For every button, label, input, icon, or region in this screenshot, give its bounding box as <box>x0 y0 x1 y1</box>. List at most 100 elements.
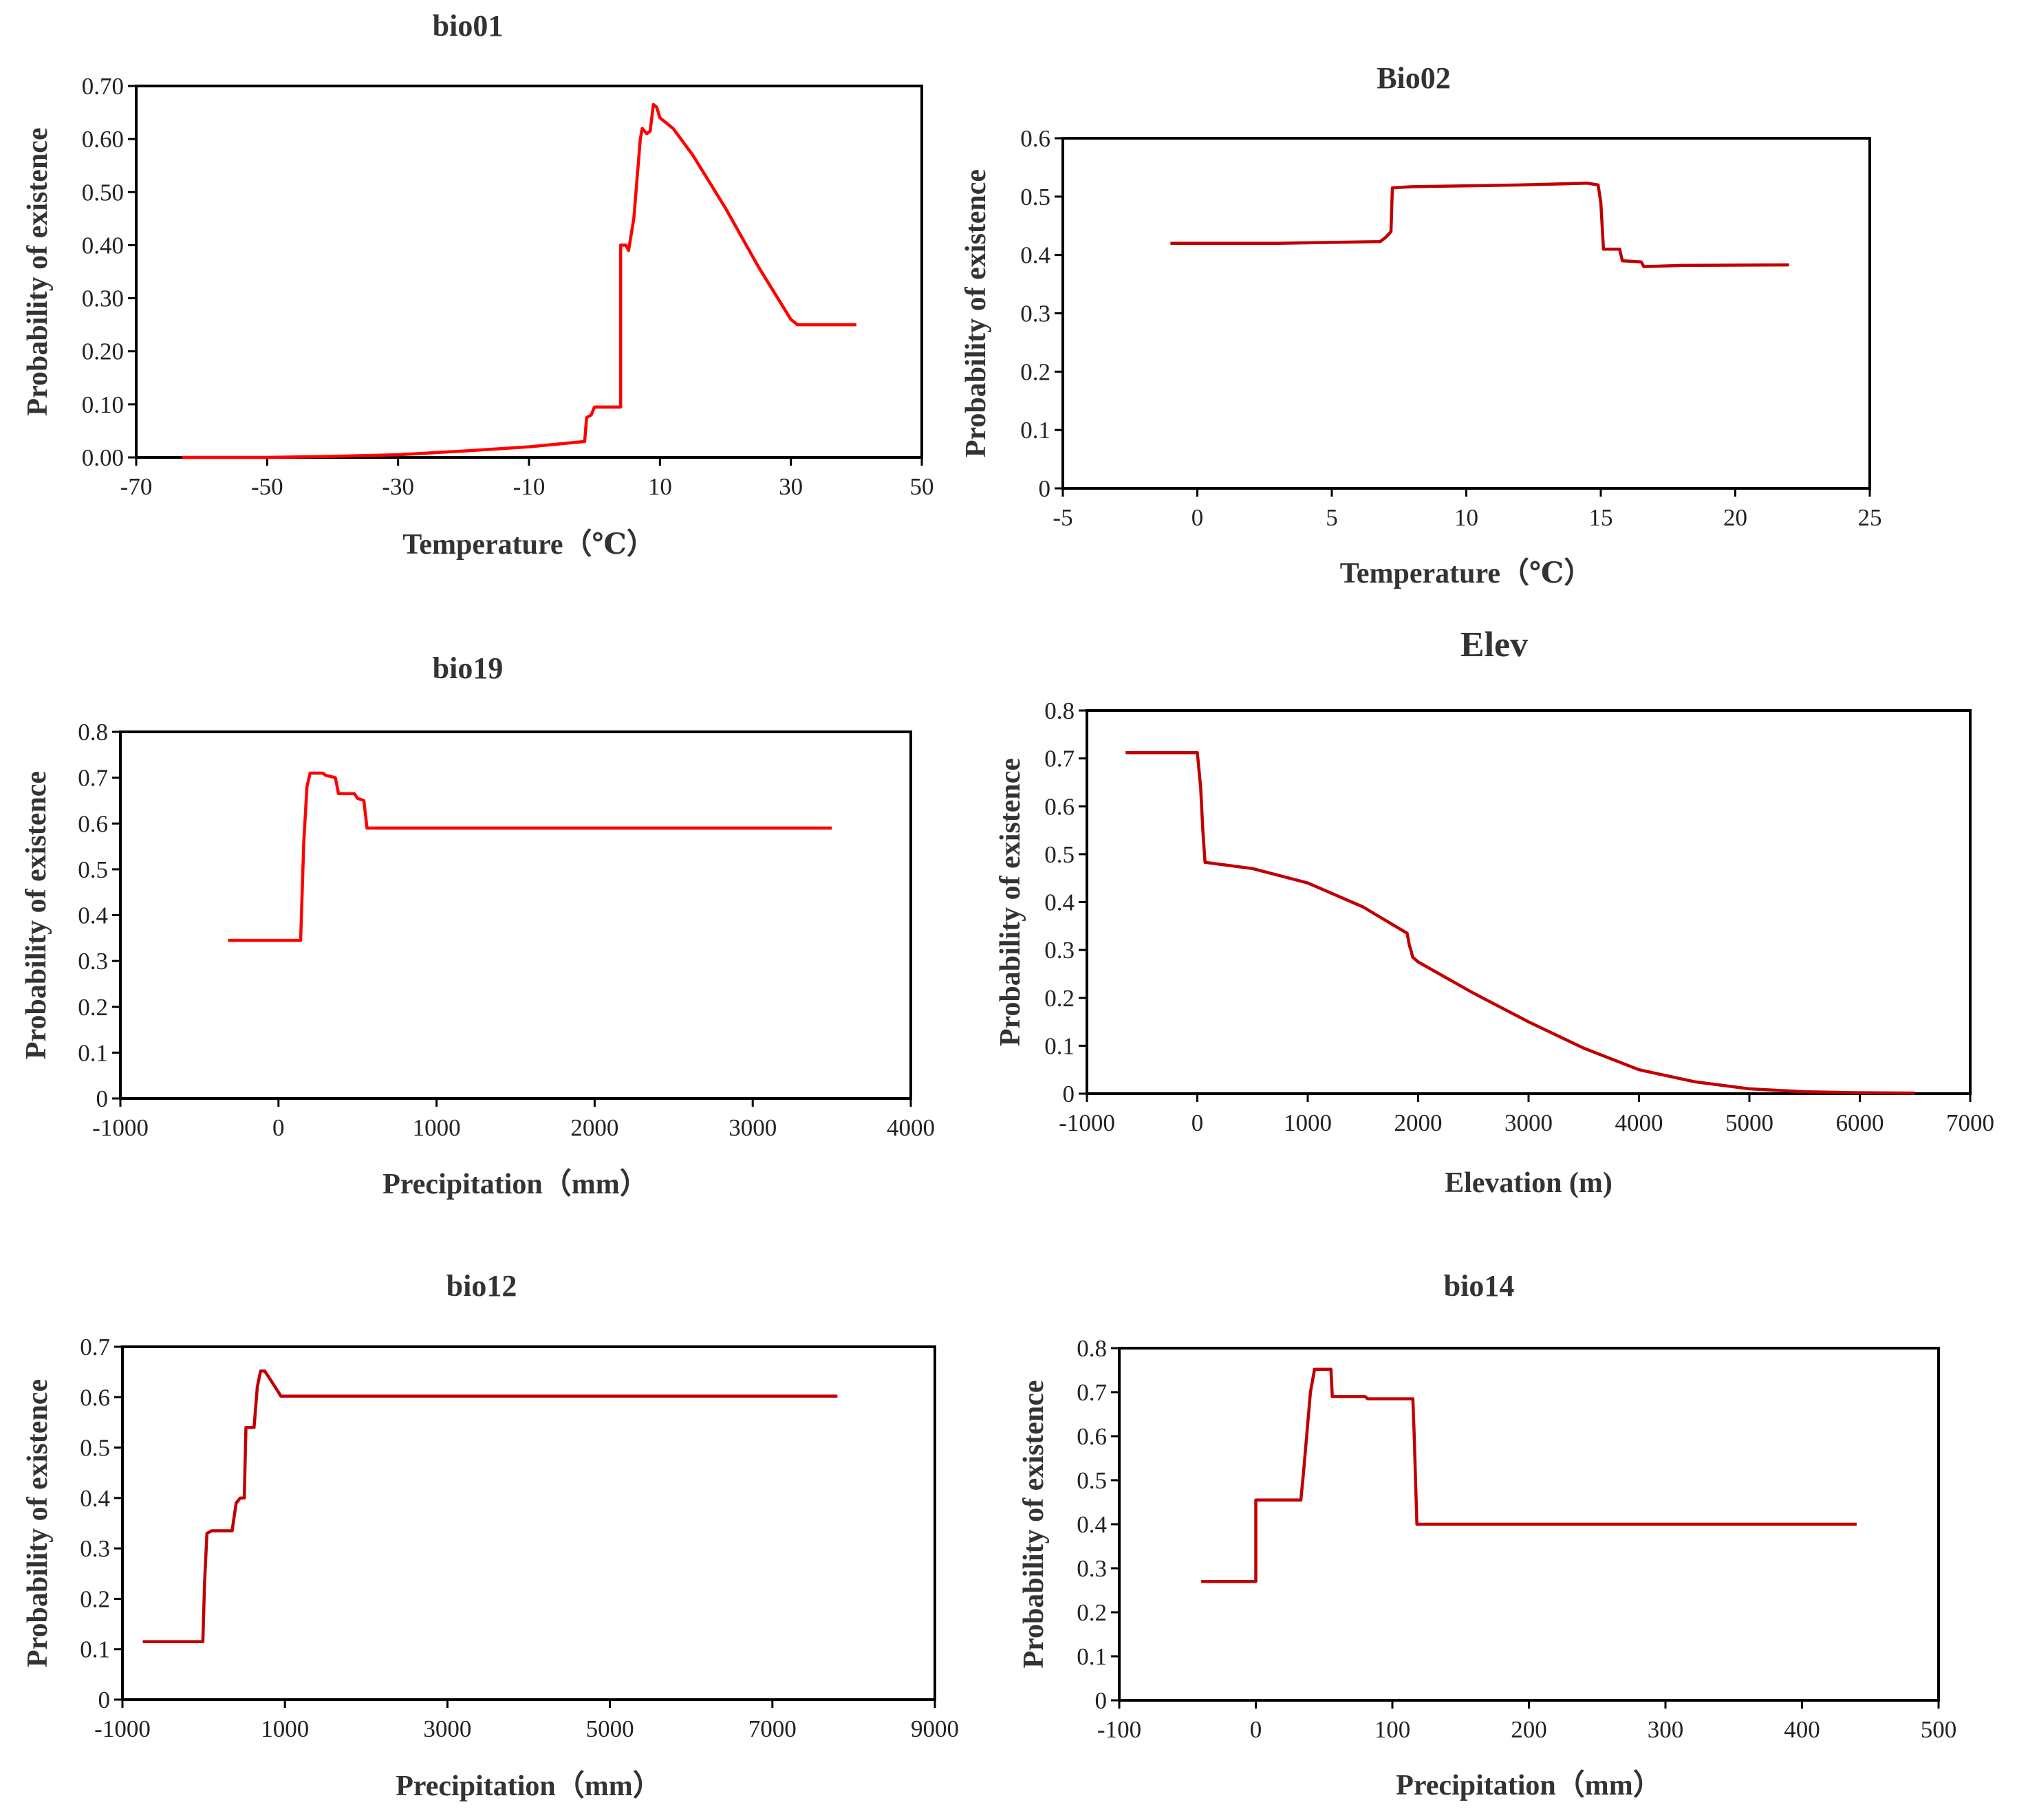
x-tick-label: 6000 <box>1836 1109 1884 1136</box>
y-tick-label: 0.4 <box>80 1485 110 1512</box>
plot-frame <box>135 85 923 459</box>
x-tick-label: 400 <box>1784 1716 1820 1743</box>
x-tick-label: 1000 <box>261 1715 309 1742</box>
y-tick-label: 0.60 <box>82 126 124 153</box>
y-tick-label: 0.4 <box>1020 242 1050 269</box>
y-tick-label: 0.8 <box>1044 697 1075 724</box>
x-tick-label: 7000 <box>1946 1109 1994 1136</box>
x-tick-label: 0 <box>1191 1109 1204 1136</box>
y-tick-label: 0.7 <box>1077 1379 1107 1406</box>
x-tick-label: 200 <box>1511 1716 1547 1743</box>
response-curve-bio01 <box>182 102 856 459</box>
x-tick-label: -1000 <box>1059 1109 1115 1136</box>
y-tick-label: 0.7 <box>1044 746 1075 772</box>
y-tick-label: 0.2 <box>1044 985 1075 1012</box>
y-tick-label: 0.6 <box>1077 1423 1107 1450</box>
y-tick-label: 0.3 <box>1044 937 1075 964</box>
panel-bio12: bio12 0 0.1 0.2 0.3 0.4 0.5 0.6 0.7 -1000 1000 3000… <box>22 1269 959 1802</box>
y-tick-label: 0 <box>1095 1687 1108 1714</box>
x-tick-label: 4000 <box>887 1114 935 1141</box>
x-tick-label: -100 <box>1097 1716 1141 1743</box>
x-axis-label: Precipitation（mm） <box>1396 1769 1662 1801</box>
x-axis-label: Temperature（℃） <box>1340 557 1593 589</box>
x-tick-label: 10 <box>1454 504 1478 531</box>
y-tick-label: 0.5 <box>1020 184 1050 210</box>
x-tick-label: 50 <box>910 473 934 500</box>
y-tick-label: 0.2 <box>1020 358 1050 385</box>
y-tick-label: 0 <box>98 1687 111 1713</box>
x-axis-label: Precipitation（mm） <box>382 1168 649 1200</box>
x-axis-label: Precipitation（mm） <box>396 1770 662 1802</box>
y-tick-label: 0.2 <box>78 994 108 1021</box>
y-tick-label: 0.40 <box>82 232 124 259</box>
response-curve-elev <box>1125 751 1915 1095</box>
y-tick-label: 0.6 <box>1020 125 1050 152</box>
y-tick-label: 0.8 <box>78 719 108 746</box>
chart-title: Elev <box>1460 625 1528 664</box>
y-tick-label: 0.7 <box>80 1334 110 1361</box>
y-tick-label: 0.4 <box>1077 1511 1107 1538</box>
y-tick-label: 0.5 <box>1044 841 1075 868</box>
y-tick-label: 0 <box>96 1085 109 1112</box>
chart-title: Bio02 <box>1377 61 1451 95</box>
y-tick-label: 0.8 <box>1077 1335 1107 1362</box>
x-tick-label: 20 <box>1723 504 1747 531</box>
x-tick-label: 3000 <box>1504 1109 1553 1136</box>
x-tick-label: -50 <box>251 473 283 500</box>
y-axis-label: Probability of existence <box>960 169 992 457</box>
y-axis-label: Probability of existence <box>995 758 1026 1046</box>
x-tick-label: -70 <box>120 473 153 500</box>
x-tick-label: 9000 <box>911 1715 959 1742</box>
y-tick-label: 0.3 <box>1077 1555 1107 1582</box>
y-axis-label: Probability of existence <box>1018 1380 1050 1668</box>
x-tick-label: 5000 <box>1725 1109 1773 1136</box>
y-tick-label: 0.7 <box>78 765 108 792</box>
y-tick-label: 0.4 <box>78 902 108 929</box>
y-tick-label: 0.30 <box>82 285 124 312</box>
y-axis-label: Probability of existence <box>22 127 54 415</box>
y-tick-label: 0.3 <box>80 1535 110 1562</box>
x-tick-label: -1000 <box>92 1114 149 1141</box>
y-tick-label: 0.1 <box>1044 1032 1075 1059</box>
x-axis-label: Elevation (m) <box>1445 1167 1612 1199</box>
y-tick-label: 0.1 <box>80 1636 110 1663</box>
response-curve-bio02 <box>1170 182 1789 268</box>
y-tick-label: 0.1 <box>1077 1643 1107 1670</box>
y-tick-label: 0.6 <box>1044 793 1075 820</box>
x-tick-label: 4000 <box>1615 1109 1663 1136</box>
y-tick-label: 0.5 <box>1077 1467 1107 1494</box>
y-tick-label: 0.2 <box>1077 1599 1107 1626</box>
y-tick-label: 0.6 <box>78 810 108 837</box>
x-tick-label: 7000 <box>748 1715 797 1742</box>
y-tick-label: 0.70 <box>82 73 124 100</box>
x-tick-label: 5 <box>1326 504 1338 531</box>
x-tick-label: -5 <box>1053 504 1072 531</box>
plot-frame <box>1061 137 1871 490</box>
x-tick-label: -30 <box>382 473 414 500</box>
x-tick-label: 2000 <box>570 1114 618 1141</box>
chart-title: bio14 <box>1444 1269 1515 1303</box>
y-axis-label: Probability of existence <box>21 771 52 1059</box>
x-tick-label: 500 <box>1921 1716 1957 1743</box>
plot-frame <box>1086 709 1972 1095</box>
y-tick-label: 0.3 <box>78 948 108 975</box>
x-tick-label: 0 <box>1250 1716 1262 1743</box>
plot-frame <box>119 730 912 1100</box>
x-tick-label: 3000 <box>729 1114 777 1141</box>
y-tick-label: 0.1 <box>78 1039 108 1066</box>
y-tick-label: 0.20 <box>82 338 124 365</box>
x-tick-label: 2000 <box>1394 1109 1443 1136</box>
y-tick-label: 0.6 <box>80 1384 110 1411</box>
y-tick-label: 0 <box>1039 475 1051 502</box>
x-tick-label: 0 <box>272 1114 285 1141</box>
y-tick-label: 0 <box>1063 1081 1075 1107</box>
x-tick-label: 100 <box>1374 1716 1411 1743</box>
x-tick-label: 300 <box>1648 1716 1684 1743</box>
x-tick-label: -1000 <box>94 1715 151 1742</box>
response-curve-bio12 <box>142 1369 838 1643</box>
y-tick-label: 0.2 <box>80 1585 110 1612</box>
y-axis-label: Probability of existence <box>22 1379 54 1667</box>
